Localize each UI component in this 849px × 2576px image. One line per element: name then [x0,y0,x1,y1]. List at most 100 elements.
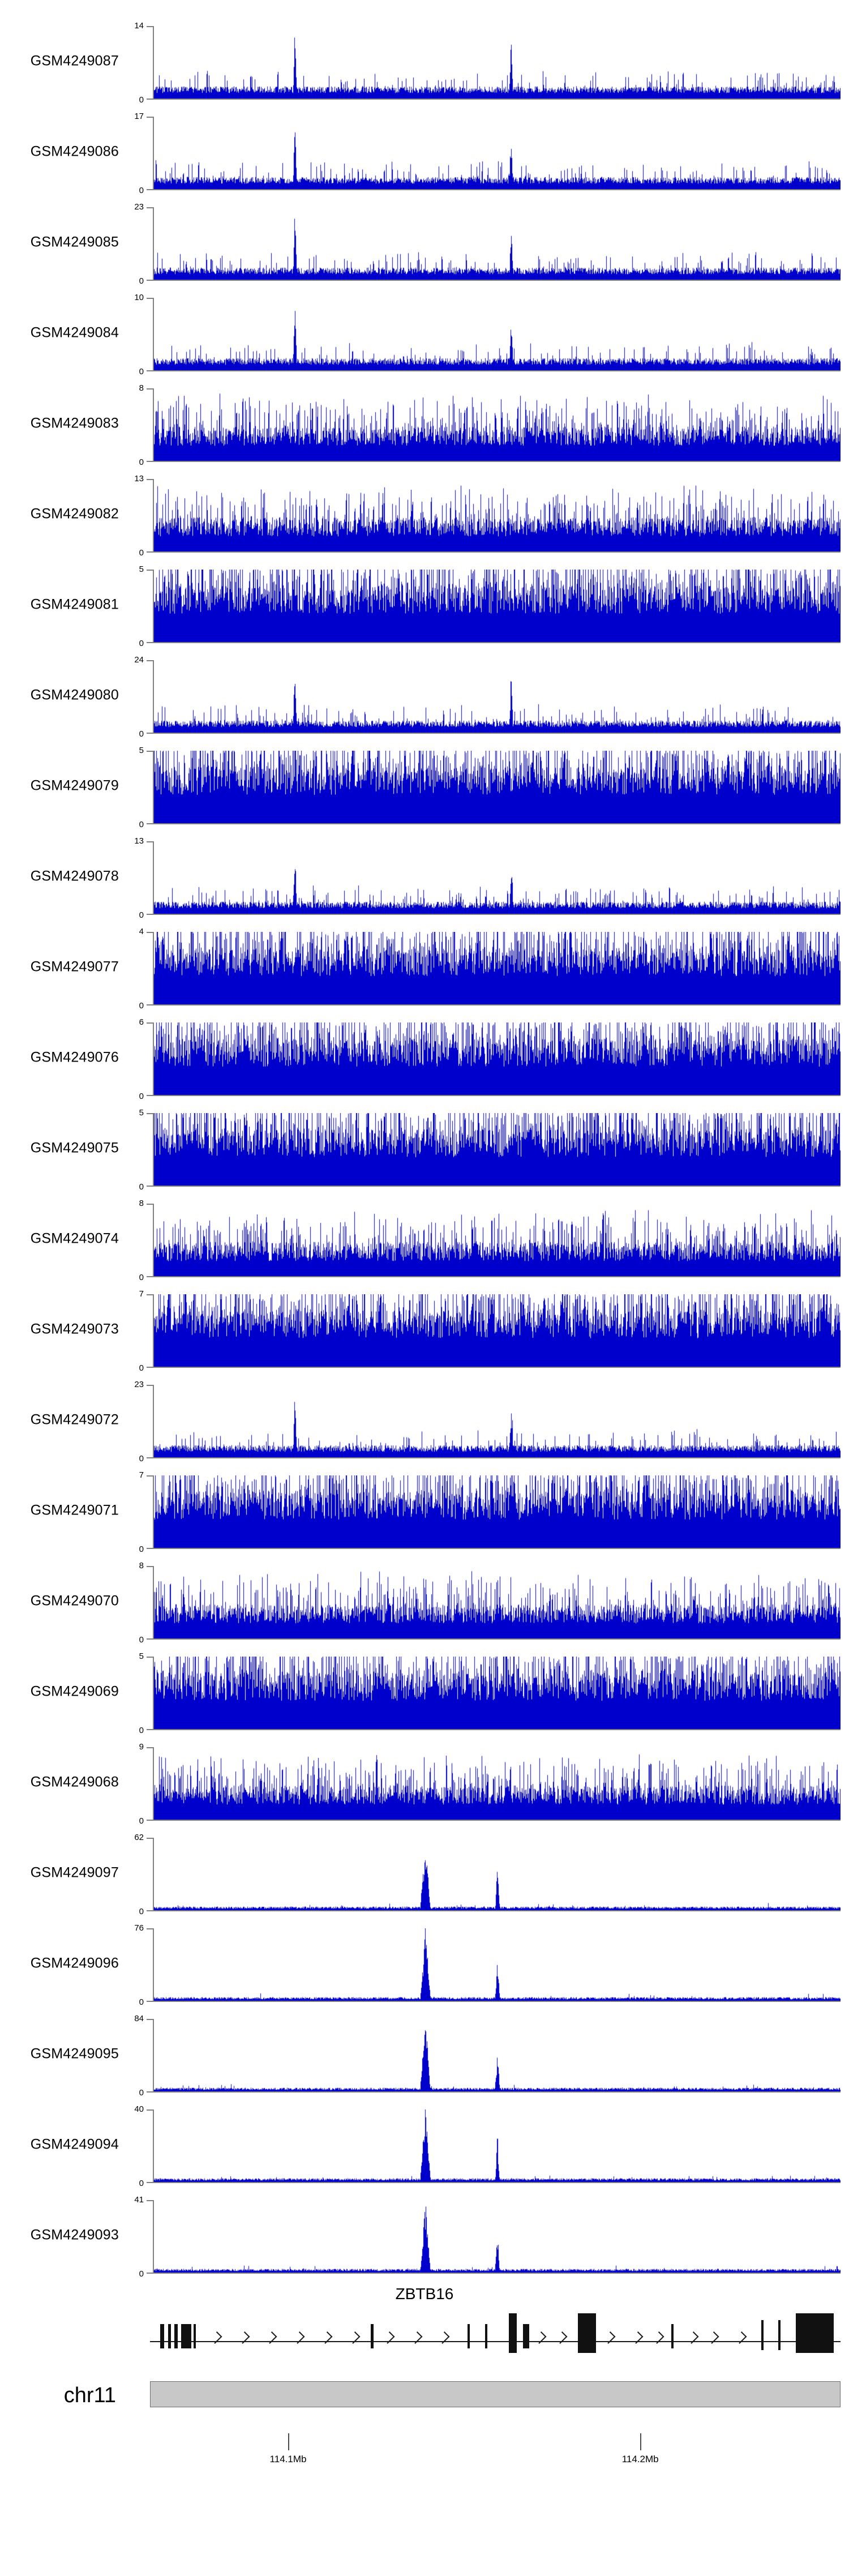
track-label: GSM4249085 [30,234,119,250]
y-axis-bottom-cap [147,823,154,824]
coverage-histogram [154,932,841,1005]
y-axis-min-label: 0 [139,2269,144,2279]
coverage-track: GSM4249077 4 0 [0,922,849,1012]
y-axis-bottom-cap [147,370,154,371]
coverage-baseline [154,1276,841,1277]
chromosome-label: chr11 [63,2384,116,2407]
track-label: GSM4249095 [30,2046,119,2062]
track-label: GSM4249083 [30,415,119,431]
coverage-histogram [154,1747,841,1821]
y-axis-top-cap [147,2019,154,2020]
track-label: GSM4249096 [30,1955,119,1971]
y-axis-top-cap [147,1385,154,1386]
gene-exon [671,2324,674,2348]
gene-model-body [150,2313,841,2353]
track-label: GSM4249068 [30,1774,119,1790]
coverage-plot-area [154,1022,841,1096]
y-axis: 76 0 [134,1924,154,2006]
gene-exon [371,2324,374,2348]
y-axis-min-label: 0 [139,276,144,286]
gene-exon [509,2313,517,2353]
gene-exon [484,2324,487,2348]
coverage-baseline [154,280,841,281]
coverage-histogram [154,1838,841,1911]
y-axis-bottom-cap [147,2273,154,2274]
axis-tick-label: 114.2Mb [621,2454,659,2464]
y-axis-top-cap [147,117,154,118]
coverage-track: GSM4249071 7 0 [0,1465,849,1556]
y-axis-min-label: 0 [139,2179,144,2188]
y-axis-bottom-cap [147,1910,154,1911]
y-axis: 24 0 [134,656,154,738]
coverage-histogram [154,1657,841,1730]
coverage-baseline [154,2273,841,2274]
y-axis-max-label: 7 [139,1289,144,1299]
gene-exon [795,2313,834,2353]
y-axis-top-cap [147,479,154,480]
y-axis-top-cap [147,1838,154,1839]
y-axis: 23 0 [134,1380,154,1463]
coverage-track: GSM4249086 17 0 [0,106,849,197]
y-axis: 40 0 [134,2105,154,2188]
track-label: GSM4249081 [30,596,119,613]
y-axis-bottom-cap [147,189,154,190]
coverage-baseline [154,1004,841,1005]
chromosome-band [150,2381,841,2407]
y-axis-bottom-cap [147,2091,154,2093]
coverage-plot-area [154,1385,841,1458]
y-axis-min-label: 0 [139,1816,144,1826]
coverage-histogram [154,1475,841,1549]
coverage-plot-area [154,2019,841,2093]
y-axis-min-label: 0 [139,1907,144,1916]
gene-name-label: ZBTB16 [395,2285,454,2303]
y-axis-max-label: 84 [134,2014,144,2023]
coverage-plot-area [154,1838,841,1911]
y-axis-max-label: 5 [139,564,144,574]
y-axis-top-cap [147,388,154,390]
track-label: GSM4249071 [30,1502,119,1518]
coverage-baseline [154,1367,841,1368]
y-axis-max-label: 41 [134,2195,144,2205]
coverage-track: GSM4249074 8 0 [0,1193,849,1284]
track-label: GSM4249076 [30,1049,119,1066]
y-axis-min-label: 0 [139,1001,144,1011]
coverage-baseline [154,1548,841,1549]
coverage-baseline [154,733,841,734]
coverage-track: GSM4249068 9 0 [0,1737,849,1828]
y-axis-top-cap [147,2200,154,2201]
coverage-histogram [154,2109,841,2183]
y-axis-max-label: 23 [134,202,144,212]
gene-exon [778,2320,781,2350]
y-axis-top-cap [147,1657,154,1658]
coverage-tracks-container: GSM4249087 14 0 GSM4249086 17 0 GSM4249085 23 0 G… [0,16,849,2280]
ideogram-track: chr11 [0,2365,849,2433]
y-axis-min-label: 0 [139,639,144,648]
y-axis-max-label: 4 [139,927,144,936]
coverage-histogram [154,1566,841,1640]
y-axis-min-label: 0 [139,186,144,195]
coverage-track: GSM4249093 41 0 [0,2190,849,2280]
coverage-histogram [154,388,841,462]
genomic-axis-inner: 114.1Mb 114.2Mb [150,2433,841,2496]
y-axis-max-label: 7 [139,1470,144,1480]
track-label: GSM4249094 [30,2136,119,2153]
y-axis-top-cap [147,2109,154,2111]
coverage-track: GSM4249080 24 0 [0,650,849,741]
y-axis-min-label: 0 [139,1092,144,1101]
coverage-baseline [154,823,841,824]
coverage-histogram [154,207,841,281]
gene-exon [761,2320,764,2350]
y-axis-bottom-cap [147,642,154,643]
coverage-track: GSM4249073 7 0 [0,1284,849,1375]
coverage-baseline [154,461,841,462]
coverage-plot-area [154,660,841,734]
coverage-baseline [154,1820,841,1821]
y-axis-min-label: 0 [139,1273,144,1282]
y-axis-top-cap [147,207,154,208]
coverage-histogram [154,2019,841,2093]
track-label: GSM4249080 [30,687,119,703]
